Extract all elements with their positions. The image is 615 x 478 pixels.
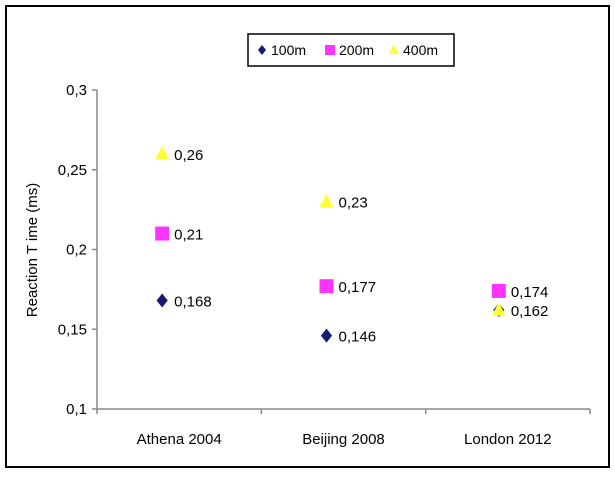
legend: 100m 200m 400m [247,33,455,67]
data-point-400m [155,146,170,160]
y-tick-label: 0,25 [58,162,87,179]
legend-marker-100m [258,45,266,55]
data-point-200m [319,279,334,294]
legend-marker-200m [325,45,335,55]
data-label-400m: 0,23 [339,195,368,212]
data-point-200m [155,226,170,241]
legend-label-200m: 200m [339,42,374,58]
data-label-100m: 0,146 [339,329,377,346]
x-tick-label: Beijing 2008 [302,431,385,448]
y-axis-label: Reaction T ime (ms) [24,183,41,317]
y-tick-label: 0,2 [66,242,87,259]
data-point-200m [491,283,506,298]
data-label-200m: 0,177 [339,279,377,296]
legend-marker-400m [389,44,399,54]
y-tick-label: 0,1 [66,401,87,418]
legend-label-100m: 100m [271,42,306,58]
data-label-100m: 0,162 [511,303,549,320]
data-point-400m [491,302,506,316]
y-tick-label: 0,15 [58,321,87,338]
data-label-400m: 0,26 [174,147,203,164]
legend-box [247,33,455,67]
data-label-100m: 0,168 [174,294,212,311]
data-label-200m: 0,21 [174,227,203,244]
data-point-400m [319,193,334,208]
chart-border [5,5,610,468]
y-tick-label: 0,3 [66,82,87,99]
legend-label-400m: 400m [403,42,438,58]
data-label-200m: 0,174 [511,284,549,301]
x-tick-label: Athena 2004 [137,431,222,448]
data-point-100m [320,328,333,343]
data-point-100m [156,293,168,308]
x-tick-label: London 2012 [464,431,552,448]
